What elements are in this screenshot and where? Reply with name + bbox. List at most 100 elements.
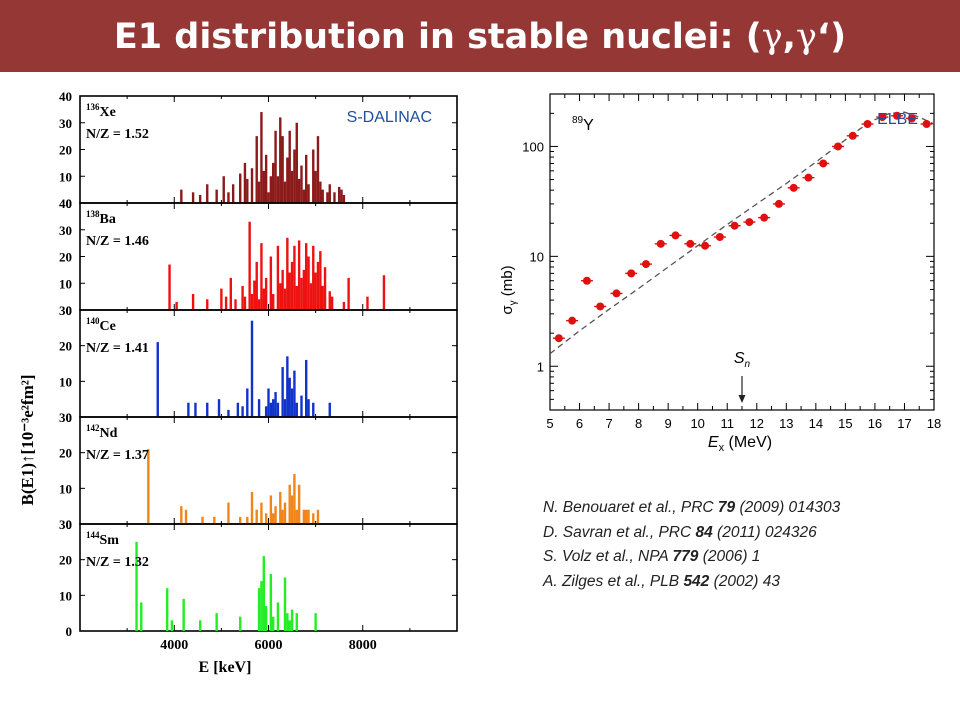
title-gamma-1: γ	[761, 17, 783, 57]
bar	[302, 269, 306, 310]
y-tick-label: 10	[59, 374, 72, 389]
bar	[264, 277, 268, 310]
panel-xe: 0 10 20 30 40 136Xe N/Z = 1.52	[59, 89, 458, 211]
mass-number: 142	[86, 423, 100, 433]
y-tick-label: 30	[59, 517, 72, 532]
bar	[140, 602, 143, 631]
bar	[316, 136, 320, 203]
panel-ba: 0 10 20 30 40 138Ba N/Z = 1.46	[59, 196, 458, 318]
element-symbol: Nd	[100, 426, 118, 441]
left-x-axis-label: E [keV]	[199, 659, 252, 676]
x-tick-label: 14	[809, 416, 823, 431]
x-tick-label: 8000	[349, 638, 377, 653]
facility-label-elbe: ELBE	[877, 111, 918, 128]
bar	[264, 154, 268, 203]
y-tick-label: 20	[59, 339, 72, 354]
bar	[260, 502, 263, 524]
bar	[316, 509, 320, 524]
bar	[257, 299, 261, 310]
bar	[290, 388, 294, 417]
ref-1-page: (2009) 014303	[735, 499, 841, 516]
y-tick-label: 0	[66, 303, 73, 318]
bar	[272, 616, 275, 631]
sn-label: Sn	[734, 350, 751, 370]
bar	[290, 609, 294, 631]
y-tick-label: 40	[59, 89, 72, 104]
bar	[295, 402, 298, 417]
bar	[276, 176, 280, 203]
bar	[250, 293, 254, 310]
bar	[281, 269, 284, 310]
bar	[191, 293, 195, 310]
bar	[328, 291, 331, 310]
y-tick-label: 10	[59, 276, 72, 291]
data-point	[760, 213, 769, 222]
bar	[314, 613, 317, 631]
bar	[236, 402, 240, 417]
bar	[279, 117, 282, 203]
bar	[283, 288, 287, 310]
y-tick-label: 30	[59, 303, 72, 318]
elbe-x-axis-label: Ex (MeV)	[708, 434, 772, 454]
x-tick-label: 12	[750, 416, 764, 431]
y-tick-label: 0	[66, 624, 73, 639]
bar	[269, 495, 273, 524]
bar	[198, 620, 202, 631]
nz-label: N/Z = 1.37	[86, 448, 149, 463]
data-point	[701, 241, 710, 250]
mass-number: 140	[86, 316, 100, 326]
nucleus-label: 138Ba	[86, 209, 116, 227]
y-label-main: σ	[499, 305, 516, 315]
bar	[175, 301, 178, 310]
bar	[147, 449, 150, 524]
bar	[206, 184, 209, 203]
bar	[241, 406, 244, 417]
bar	[274, 130, 277, 203]
data-point	[878, 113, 887, 122]
bar	[262, 170, 265, 203]
ref-4-authors: A. Zilges et al., PLB	[543, 572, 684, 590]
bar	[305, 154, 308, 203]
bar	[288, 484, 291, 524]
bar	[286, 356, 289, 417]
sdalinac-chart: 0 10 20 30 40 136Xe N/Z = 1.52 0 10 20 30 40 138Ba N/…	[18, 89, 458, 676]
bar	[250, 320, 254, 417]
bar	[328, 402, 331, 417]
bar	[234, 299, 237, 310]
bar	[257, 181, 261, 203]
bar	[314, 170, 317, 203]
bar	[337, 186, 341, 203]
bar	[217, 399, 221, 417]
elbe-points	[552, 111, 933, 343]
data-point	[612, 289, 621, 298]
bar	[286, 157, 289, 203]
bar	[307, 509, 310, 524]
y-tick-label: 30	[59, 116, 72, 131]
x-tick-label: 8	[635, 416, 642, 431]
data-point	[789, 183, 798, 192]
bar	[184, 509, 188, 524]
x-tick-label: 10	[690, 416, 704, 431]
x-tick-label: 6000	[255, 638, 283, 653]
bar	[191, 192, 195, 203]
bar	[366, 296, 369, 310]
sn-arrow-head	[738, 395, 746, 403]
bar	[165, 588, 169, 631]
ref-4-volume: 542	[683, 572, 710, 590]
bar	[295, 613, 298, 631]
bar	[307, 399, 310, 417]
bar	[269, 176, 273, 203]
data-point	[582, 276, 591, 285]
bar	[342, 194, 346, 203]
bar	[180, 506, 183, 524]
bar	[260, 112, 263, 203]
bar	[297, 484, 301, 524]
bar	[328, 184, 331, 203]
y-tick-label: 10	[530, 249, 544, 264]
reference-1: N. Benouaret et al., PRC 79 (2009) 01430…	[543, 496, 953, 521]
bar	[288, 377, 291, 417]
bar	[382, 275, 386, 310]
bar	[314, 272, 317, 310]
bar	[342, 301, 346, 310]
